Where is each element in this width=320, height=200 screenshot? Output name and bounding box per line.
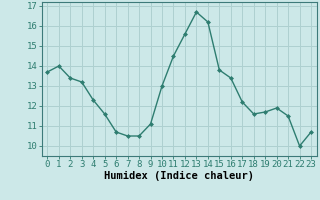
X-axis label: Humidex (Indice chaleur): Humidex (Indice chaleur) xyxy=(104,171,254,181)
